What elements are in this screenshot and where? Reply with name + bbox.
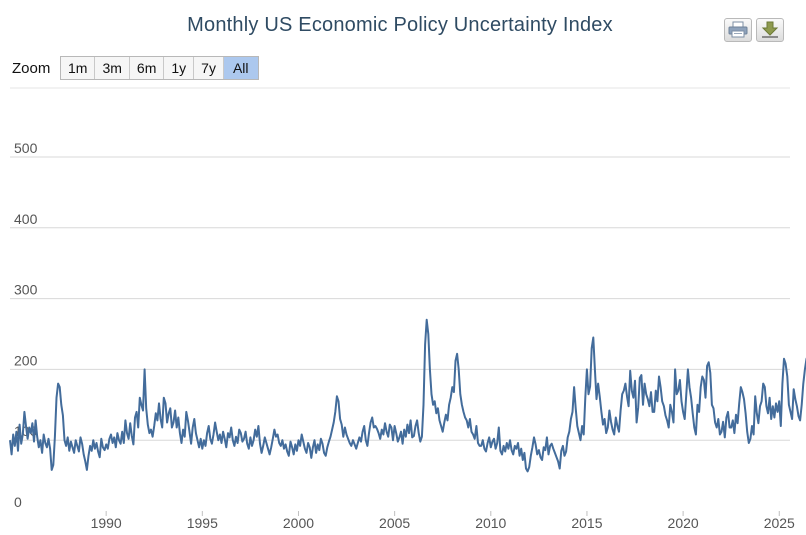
zoom-label: Zoom xyxy=(12,60,51,77)
download-button[interactable] xyxy=(756,18,784,42)
zoom-7y-button[interactable]: 7y xyxy=(194,57,224,79)
zoom-1m-button[interactable]: 1m xyxy=(61,57,96,79)
chart-title: Monthly US Economic Policy Uncertainty I… xyxy=(187,14,613,36)
zoom-3m-button[interactable]: 3m xyxy=(95,57,130,79)
y-tick-label: 0 xyxy=(14,494,22,510)
y-tick-label: 200 xyxy=(14,352,38,368)
y-tick-label: 400 xyxy=(14,211,38,227)
y-tick-label: 500 xyxy=(14,140,38,156)
download-icon xyxy=(761,21,779,38)
x-tick-label: 1990 xyxy=(91,515,122,531)
x-axis-ticks: 1990 1995 2000 2005 2010 2015 2020 2025 xyxy=(91,511,795,531)
x-tick-label: 2005 xyxy=(379,515,410,531)
print-button[interactable] xyxy=(724,18,752,42)
zoom-1y-button[interactable]: 1y xyxy=(164,57,195,79)
x-tick-label: 2010 xyxy=(475,515,506,531)
zoom-button-group: 1m 3m 6m 1y 7y All xyxy=(60,56,259,80)
series-line-0[interactable] xyxy=(9,157,806,473)
zoom-all-button[interactable]: All xyxy=(223,57,258,79)
y-tick-label: 300 xyxy=(14,282,38,298)
gridlines xyxy=(10,156,790,441)
x-tick-label: 2020 xyxy=(668,515,699,531)
printer-icon xyxy=(728,21,748,38)
zoom-6m-button[interactable]: 6m xyxy=(129,57,165,79)
x-tick-label: 2000 xyxy=(283,515,314,531)
x-tick-label: 2025 xyxy=(764,515,795,531)
plot-area xyxy=(9,157,806,473)
x-tick-label: 2015 xyxy=(571,515,602,531)
x-tick-label: 1995 xyxy=(187,515,218,531)
